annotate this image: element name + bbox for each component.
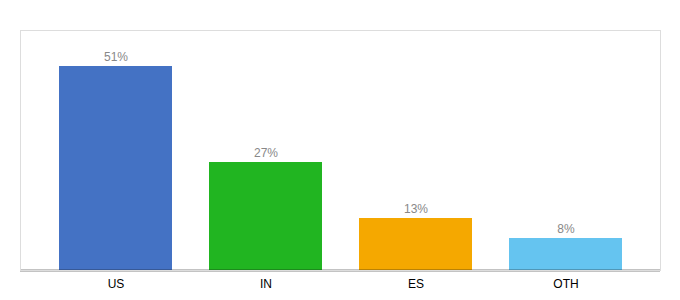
svg-text:ES: ES — [408, 277, 424, 291]
svg-text:IN: IN — [260, 277, 272, 291]
svg-text:51%: 51% — [104, 50, 128, 64]
svg-text:8%: 8% — [557, 222, 575, 236]
svg-text:27%: 27% — [254, 146, 278, 160]
svg-text:13%: 13% — [404, 202, 428, 216]
svg-text:OTH: OTH — [553, 277, 578, 291]
svg-text:US: US — [108, 277, 125, 291]
